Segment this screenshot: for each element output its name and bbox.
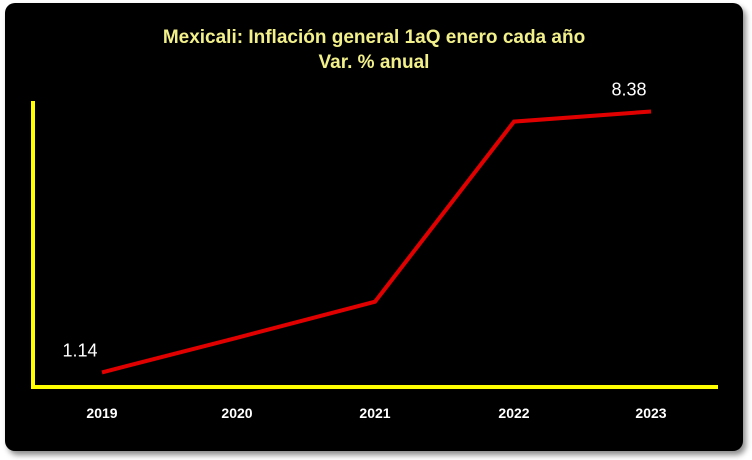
data-label-2019: 1.14: [62, 340, 97, 360]
x-tick-label-2023: 2023: [635, 405, 666, 421]
line-chart: Mexicali: Inflación general 1aQ enero ca…: [31, 27, 718, 421]
x-tick-labels: 2019 2020 2021 2022 2023: [86, 405, 666, 421]
series-line: [101, 109, 652, 375]
x-tick-label-2020: 2020: [221, 405, 252, 421]
x-tick-label-2022: 2022: [498, 405, 529, 421]
chart-title: Mexicali: Inflación general 1aQ enero ca…: [163, 27, 585, 48]
chart-subtitle: Var. % anual: [319, 52, 430, 73]
x-tick-label-2021: 2021: [359, 405, 390, 421]
chart-frame: Mexicali: Inflación general 1aQ enero ca…: [5, 3, 743, 451]
data-label-2023: 8.38: [611, 80, 646, 100]
data-labels: 1.14 8.38: [62, 80, 646, 361]
x-tick-label-2019: 2019: [86, 405, 117, 421]
